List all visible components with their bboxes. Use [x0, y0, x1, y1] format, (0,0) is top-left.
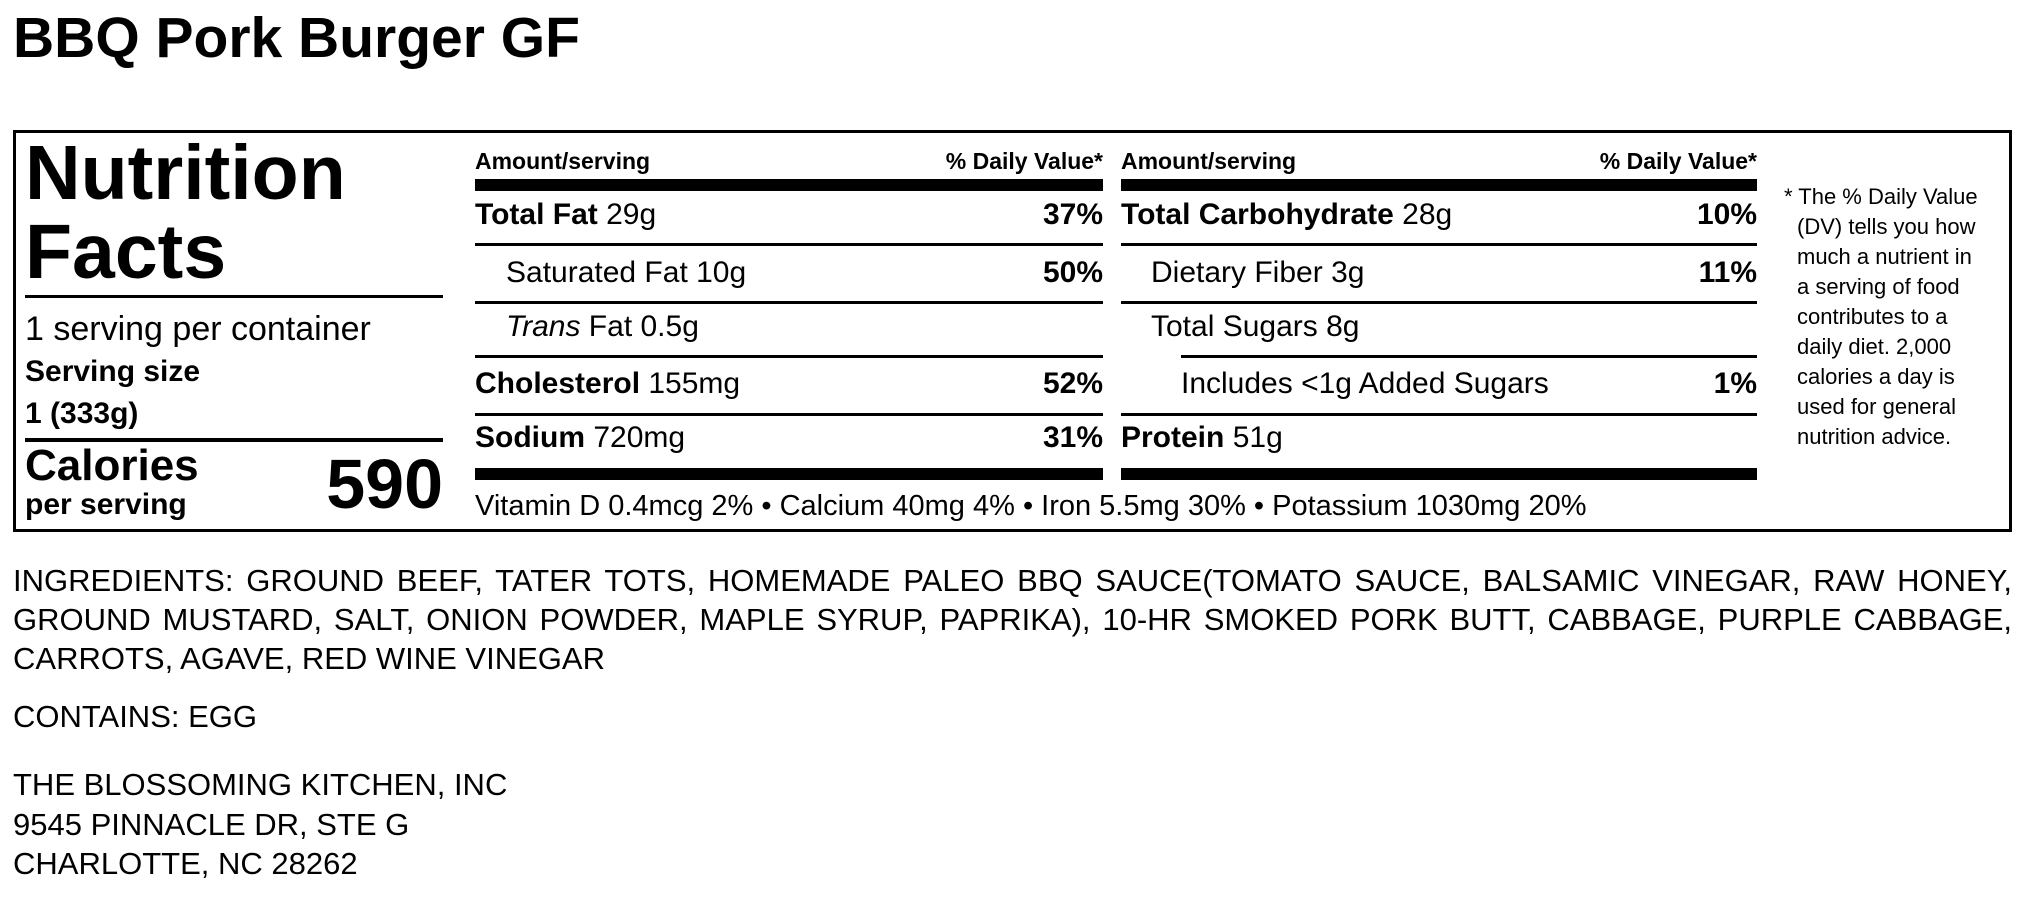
nutrient-row-total-fat: Total Fat 29g 37%: [475, 198, 1103, 231]
serving-size-label: Serving size: [25, 355, 201, 388]
divider: [475, 301, 1103, 304]
nutrient-row-saturated-fat: Saturated Fat 10g 50%: [506, 256, 1103, 289]
thick-divider: [475, 468, 1103, 480]
column-header: Amount/serving % Daily Value*: [475, 150, 1103, 173]
nutrition-heading-line2: Facts: [25, 209, 227, 295]
thick-divider: [475, 179, 1103, 191]
amount-header: Amount/serving: [475, 148, 651, 174]
dv-header: % Daily Value*: [1599, 148, 1757, 174]
servings-per-container: 1 serving per container: [25, 310, 371, 348]
manufacturer-address: THE BLOSSOMING KITCHEN, INC 9545 PINNACL…: [13, 767, 508, 881]
nutrient-row-sodium: Sodium 720mg 31%: [475, 421, 1103, 454]
nutrient-row-cholesterol: Cholesterol 155mg 52%: [475, 367, 1103, 400]
nutrient-row-added-sugars: Includes <1g Added Sugars 1%: [1181, 367, 1757, 400]
divider: [25, 438, 443, 442]
divider: [1121, 413, 1757, 416]
product-title: BBQ Pork Burger GF: [13, 6, 580, 70]
thick-divider: [1121, 179, 1757, 191]
nutrition-heading-line1: Nutrition: [25, 130, 346, 216]
micronutrients: Vitamin D 0.4mcg 2% • Calcium 40mg 4% • …: [475, 490, 1587, 522]
divider: [475, 413, 1103, 416]
thick-divider: [1121, 468, 1757, 480]
nutrition-facts-label: [13, 130, 2012, 532]
nutrient-row-trans-fat: Trans Fat 0.5g: [506, 310, 699, 343]
nutrient-row-protein: Protein 51g: [1121, 421, 1283, 454]
serving-size-value: 1 (333g): [25, 397, 139, 430]
divider: [475, 355, 1103, 358]
nutrient-row-total-sugars: Total Sugars 8g: [1151, 310, 1360, 343]
allergen-statement: CONTAINS: EGG: [13, 699, 258, 734]
column-header: Amount/serving % Daily Value*: [1121, 150, 1757, 173]
calories-value: 590: [326, 445, 443, 523]
amount-header: Amount/serving: [1121, 148, 1297, 174]
divider: [1121, 301, 1757, 304]
calories-label: Calories: [25, 441, 199, 490]
divider: [1181, 355, 1757, 358]
divider: [25, 295, 443, 298]
nutrient-row-dietary-fiber: Dietary Fiber 3g 11%: [1151, 256, 1757, 289]
ingredients-list: INGREDIENTS: GROUND BEEF, TATER TOTS, HO…: [13, 563, 2012, 676]
package-text: INGREDIENTS: GROUND BEEF, TATER TOTS, HO…: [13, 561, 2012, 884]
dv-header: % Daily Value*: [945, 148, 1103, 174]
divider: [1121, 243, 1757, 246]
calories-sublabel: per serving: [25, 488, 187, 521]
divider: [475, 243, 1103, 246]
daily-value-footnote: * The % Daily Value (DV) tells you how m…: [1784, 184, 1978, 449]
nutrient-row-total-carbohydrate: Total Carbohydrate 28g 10%: [1121, 198, 1757, 231]
